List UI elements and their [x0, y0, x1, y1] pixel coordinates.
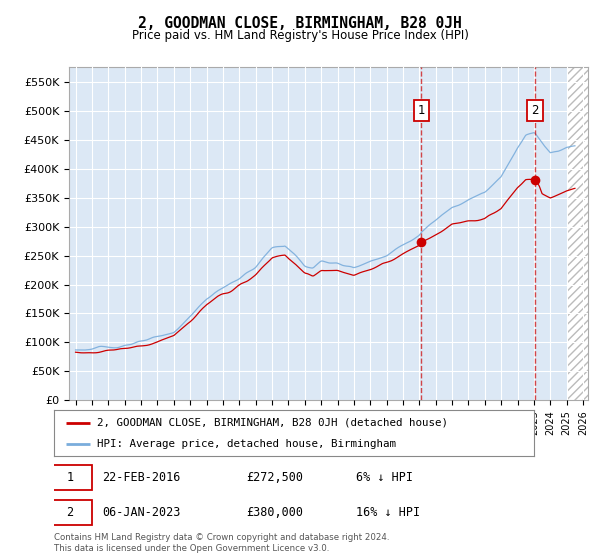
- Text: 2: 2: [531, 104, 538, 117]
- Text: HPI: Average price, detached house, Birmingham: HPI: Average price, detached house, Birm…: [97, 439, 396, 449]
- FancyBboxPatch shape: [47, 465, 92, 489]
- FancyBboxPatch shape: [47, 500, 92, 525]
- Text: 06-JAN-2023: 06-JAN-2023: [102, 506, 181, 519]
- Text: 22-FEB-2016: 22-FEB-2016: [102, 470, 181, 484]
- Text: 2, GOODMAN CLOSE, BIRMINGHAM, B28 0JH: 2, GOODMAN CLOSE, BIRMINGHAM, B28 0JH: [138, 16, 462, 31]
- Text: £272,500: £272,500: [246, 470, 303, 484]
- Text: Price paid vs. HM Land Registry's House Price Index (HPI): Price paid vs. HM Land Registry's House …: [131, 29, 469, 42]
- Text: 2, GOODMAN CLOSE, BIRMINGHAM, B28 0JH (detached house): 2, GOODMAN CLOSE, BIRMINGHAM, B28 0JH (d…: [97, 418, 448, 428]
- Text: 1: 1: [418, 104, 425, 117]
- Text: 1: 1: [66, 470, 73, 484]
- Text: 6% ↓ HPI: 6% ↓ HPI: [356, 470, 413, 484]
- Text: Contains HM Land Registry data © Crown copyright and database right 2024.
This d: Contains HM Land Registry data © Crown c…: [54, 533, 389, 553]
- Text: £380,000: £380,000: [246, 506, 303, 519]
- Text: 2: 2: [66, 506, 73, 519]
- Bar: [567, 67, 599, 400]
- Bar: [567, 67, 599, 400]
- Text: 16% ↓ HPI: 16% ↓ HPI: [356, 506, 421, 519]
